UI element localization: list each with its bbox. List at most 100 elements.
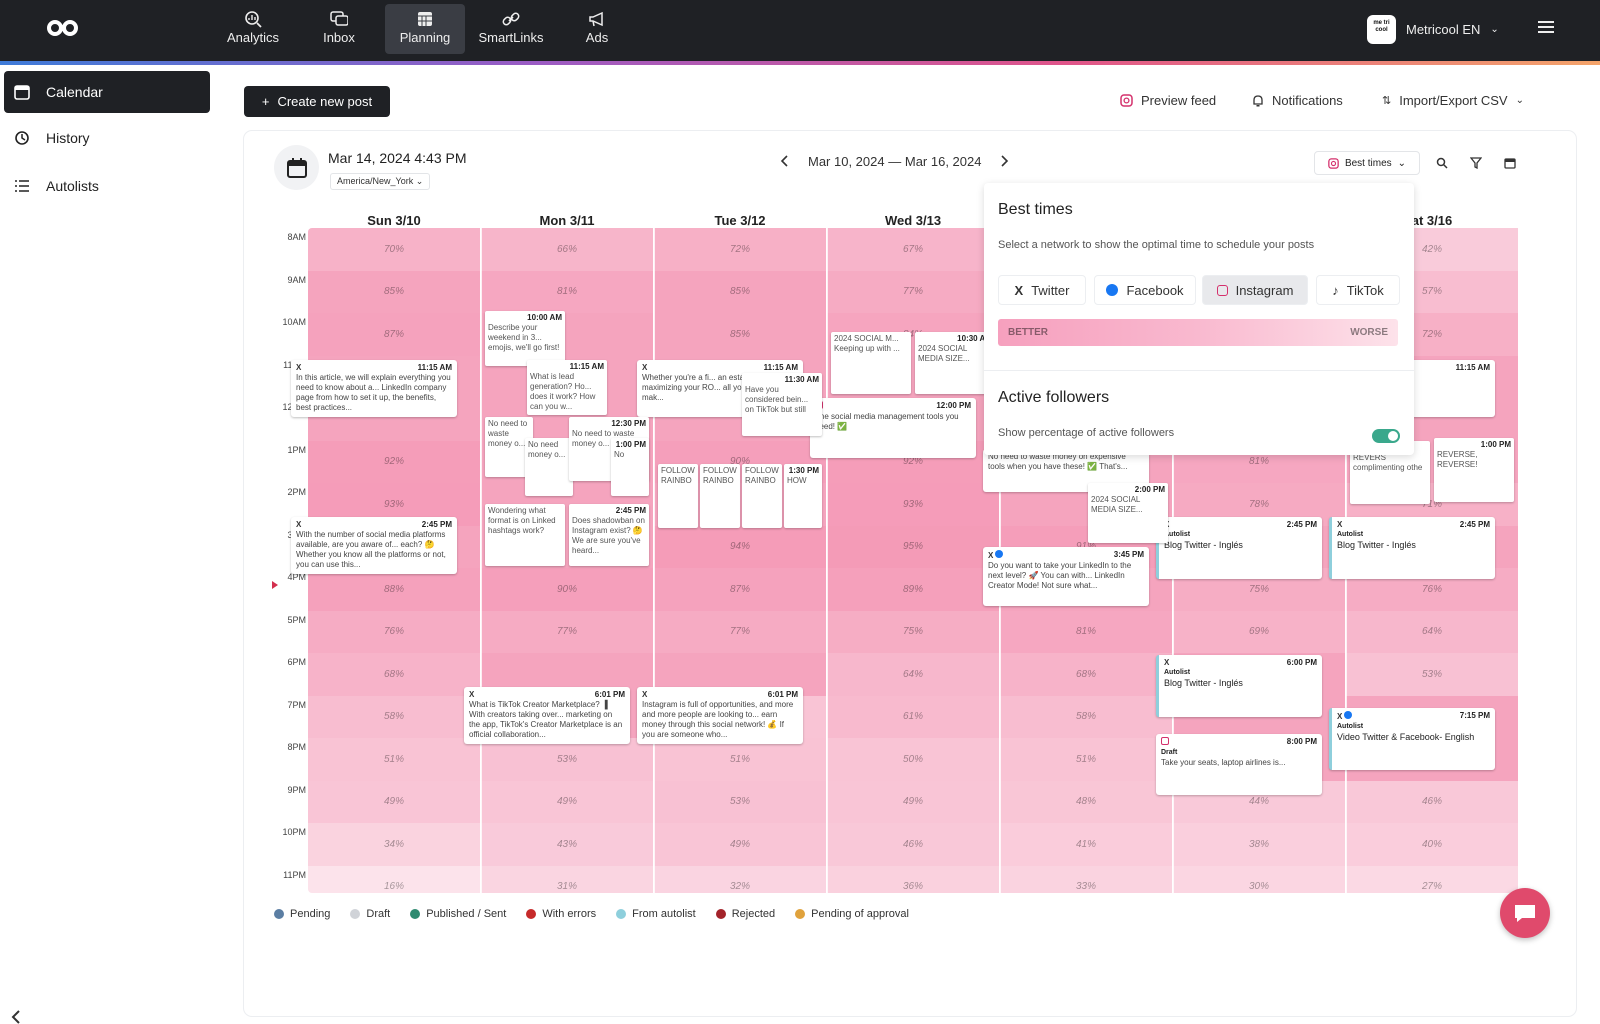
best-time-cell: 67%	[827, 228, 999, 271]
instagram-icon	[1120, 94, 1133, 107]
hour-label: 11PM	[283, 869, 306, 880]
mini-post-text: Have you considered bein... on TikTok bu…	[745, 384, 809, 414]
post-card[interactable]: X 11:15 AM In this article, we will explai…	[291, 359, 457, 418]
import-export-label: Import/Export CSV	[1399, 93, 1508, 108]
hour-label: 2PM	[287, 487, 306, 497]
top-navigation-bar: Analytics Inbox Planning SmartLinks Ads me t…	[0, 0, 1600, 61]
post-card[interactable]: X 2:45 PM With the number of social media …	[291, 517, 457, 575]
megaphone-icon	[589, 11, 603, 27]
previous-week-button[interactable]	[774, 151, 794, 171]
sidebar-item-autolists[interactable]: Autolists	[4, 165, 210, 207]
notifications-button[interactable]: Notifications	[1252, 93, 1343, 108]
post-badge: Autolist	[1164, 531, 1191, 538]
post-text: Whether you're a fi... an established co…	[642, 372, 794, 402]
import-export-button[interactable]: ⇅ Import/Export CSV ⌄	[1382, 93, 1524, 108]
sidebar-item-calendar[interactable]: Calendar	[4, 71, 210, 113]
chevron-down-icon: ⌄	[1490, 24, 1499, 35]
metricool-logo[interactable]	[46, 16, 80, 40]
mini-post-time: 1:00 PM	[615, 440, 646, 450]
legend-dot	[526, 909, 537, 919]
chat-support-button[interactable]	[1500, 888, 1550, 938]
x-icon: X	[642, 690, 648, 699]
sidebar: Calendar History Autolists	[0, 65, 224, 1024]
post-badge: Autolist	[1337, 723, 1364, 731]
mini-post-card[interactable]: 1:00 PM No	[611, 438, 649, 496]
best-time-cell: 85%	[654, 313, 826, 356]
mini-post-time: 10:00 AM	[527, 312, 562, 322]
mini-post-card[interactable]: No need money o...	[525, 438, 573, 496]
best-time-cell: 81%	[481, 270, 653, 313]
mini-post-card[interactable]: FOLLOW RAINBO	[658, 463, 698, 528]
mini-post-card[interactable]: 1:00 PM REVERSE, REVERSE!	[1434, 438, 1514, 503]
hour-label: 9AM	[287, 274, 306, 285]
mini-post-card[interactable]: 10:30 AM 2024 SOCIAL MEDIA SIZE...	[915, 332, 995, 394]
mini-post-text: REVERSE, REVERSE!	[1437, 450, 1478, 470]
mini-post-card[interactable]: 2024 SOCIAL M... Keeping up with ...	[831, 332, 911, 394]
post-card[interactable]: X 6:00 PM Autolist Blog Twitter - Inglés	[1156, 655, 1322, 717]
nav-tab-label: Analytics	[226, 30, 280, 45]
network-button-facebook[interactable]: Facebook	[1094, 275, 1196, 305]
network-button-instagram[interactable]: Instagram	[1202, 275, 1308, 305]
post-time: 6:01 PM	[767, 690, 798, 699]
nav-tab-analytics[interactable]: Analytics	[213, 4, 293, 54]
post-badge: Autolist	[1164, 669, 1191, 677]
best-time-cell: 70%	[308, 228, 480, 271]
post-text: Blog Twitter - Inglés	[1164, 540, 1243, 550]
calendar-view-icon[interactable]	[1498, 151, 1522, 175]
legend-item: Draft	[350, 908, 390, 920]
best-time-cell: 30%	[1173, 865, 1345, 893]
best-time-cell: 40%	[1346, 823, 1518, 866]
post-card[interactable]: X 6:01 PM Instagram is full of opportuniti…	[637, 687, 803, 745]
nav-tab-inbox[interactable]: Inbox	[299, 4, 379, 54]
post-card[interactable]: X 3:45 PM Do you want to take your LinkedI…	[983, 546, 1149, 607]
create-post-button[interactable]: + Create new post	[244, 86, 390, 117]
mini-post-card[interactable]: 2:00 PM 2024 SOCIAL MEDIA SIZE...	[1088, 483, 1168, 543]
menu-icon[interactable]	[1538, 20, 1554, 34]
mini-post-card[interactable]: 1:30 PM HOW	[784, 463, 822, 528]
post-text: With the number of social media platform…	[296, 530, 446, 569]
nav-tab-smartlinks[interactable]: SmartLinks	[471, 4, 551, 54]
best-time-cell: 32%	[654, 865, 826, 893]
collapse-sidebar-icon[interactable]	[10, 1010, 22, 1024]
best-times-popup: Best times Select a network to show the …	[984, 183, 1414, 455]
sidebar-item-history[interactable]: History	[4, 117, 210, 159]
preview-feed-button[interactable]: Preview feed	[1120, 93, 1216, 108]
nav-tab-ads[interactable]: Ads	[557, 4, 637, 54]
best-time-cell: 95%	[827, 525, 999, 568]
mini-post-text: No need to waste money o...	[488, 419, 528, 449]
mini-post-card[interactable]: Wondering what format is on Linked hasht…	[485, 504, 565, 566]
mini-post-card[interactable]: 11:30 AM Have you considered bein... on T…	[742, 372, 822, 437]
post-card[interactable]: X 7:15 PM Autolist Video Twitter & Facebook…	[1329, 708, 1495, 770]
mini-post-card[interactable]: 11:15 AM What is lead generation? Ho... d…	[527, 359, 607, 415]
nav-tab-label: Inbox	[323, 30, 355, 45]
network-button-tiktok[interactable]: ♪ TikTok	[1316, 275, 1400, 305]
best-time-cell: 51%	[308, 738, 480, 781]
nav-tab-label: Planning	[399, 30, 451, 45]
best-time-cell: 53%	[481, 738, 653, 781]
mini-post-card[interactable]: FOLLOW RAINBO	[742, 463, 782, 528]
post-header: X 11:15 AM	[296, 363, 452, 373]
account-switcher[interactable]: me tri cool Metricool EN ⌄	[1367, 15, 1499, 44]
post-text: In this article, we will explain everyth…	[296, 372, 451, 412]
post-card[interactable]: 8:00 PM Draft Take your seats, laptop airl…	[1156, 733, 1322, 796]
mini-post-card[interactable]: 2:45 PM Does shadowban on Instagram exist…	[569, 504, 649, 566]
hour-label: 8PM	[287, 742, 306, 752]
next-week-button[interactable]	[995, 151, 1015, 171]
post-card[interactable]: X 6:01 PM What is TikTok Creator Marketpla…	[464, 687, 630, 745]
sidebar-item-label: Autolists	[46, 178, 99, 194]
day-header: Wed 3/13	[884, 213, 942, 228]
x-icon: X	[642, 362, 648, 372]
network-button-twitter[interactable]: X Twitter	[998, 275, 1086, 305]
search-icon[interactable]	[1430, 151, 1454, 175]
mini-post-card[interactable]: 10:00 AM Describe your weekend in 3... em…	[485, 310, 565, 367]
best-times-dropdown[interactable]: Best times ⌄	[1314, 151, 1420, 175]
filter-icon[interactable]	[1464, 151, 1488, 175]
mini-post-card[interactable]: FOLLOW RAINBO	[700, 463, 740, 528]
active-followers-toggle[interactable]	[1372, 429, 1400, 443]
nav-tab-planning[interactable]: Planning	[385, 4, 465, 54]
post-card[interactable]: 12:00 PM The social media management tool…	[810, 398, 976, 458]
best-time-cell: 36%	[827, 865, 999, 893]
timezone-select[interactable]: America/New_York ⌄	[330, 173, 431, 190]
